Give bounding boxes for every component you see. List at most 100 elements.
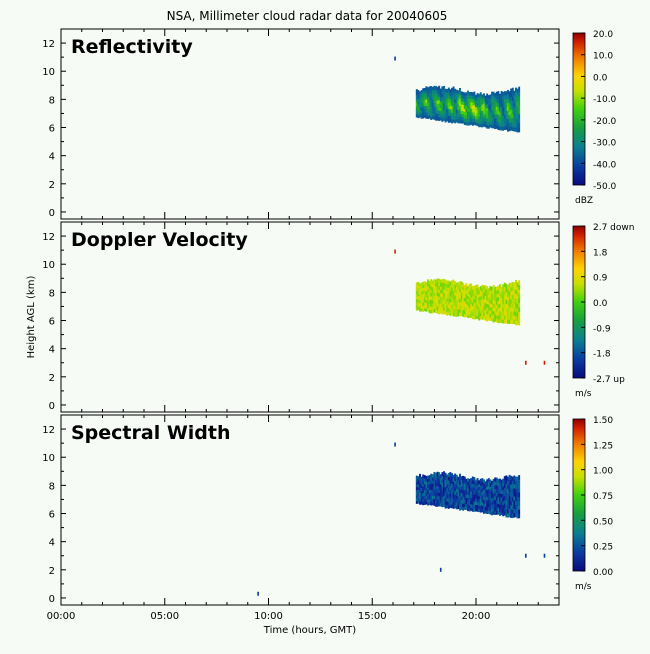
echo-cell xyxy=(454,480,457,485)
echo-cell xyxy=(435,103,437,107)
echo-cell xyxy=(435,309,437,314)
echo-cell xyxy=(447,290,450,295)
colorbar-tick-label: 0.25 xyxy=(593,543,613,553)
echo-cell xyxy=(511,480,514,486)
echo-cell xyxy=(457,109,460,114)
echo-cell xyxy=(502,497,505,502)
echo-cell xyxy=(505,95,508,100)
echo-cell xyxy=(511,513,514,519)
echo-cell xyxy=(511,484,514,490)
echo-cell xyxy=(502,292,505,297)
echo-cell xyxy=(420,282,423,286)
echo-cell xyxy=(495,510,498,515)
echo-cell xyxy=(467,481,469,486)
echo-cell xyxy=(484,503,487,508)
echo-cell xyxy=(443,474,445,479)
colorbar-tick-label: -20.0 xyxy=(593,117,617,127)
echo-cell xyxy=(499,489,501,494)
echo-cell xyxy=(483,312,485,317)
echo-cell xyxy=(415,287,418,292)
echo-cell xyxy=(510,117,513,123)
echo-cell xyxy=(508,474,511,480)
echo-cell xyxy=(436,478,439,483)
echo-cell xyxy=(417,298,420,302)
colorbar-tick-label: -1.8 xyxy=(593,350,611,360)
echo-cell xyxy=(515,96,517,102)
echo-cell xyxy=(467,114,469,119)
echo-cell xyxy=(436,100,439,104)
colorbar-tick-label: -0.9 xyxy=(593,324,611,334)
echo-cell xyxy=(484,299,487,304)
echo-cell xyxy=(471,500,474,505)
echo-cell xyxy=(483,96,485,101)
echo-cell xyxy=(438,103,441,108)
echo-cell xyxy=(462,286,465,290)
echo-cell xyxy=(483,295,485,300)
echo-cell xyxy=(465,105,468,110)
echo-cell xyxy=(492,91,495,96)
echo-cell xyxy=(419,91,421,95)
echo-cell xyxy=(460,288,463,293)
echo-cell xyxy=(441,89,444,94)
echo-cell xyxy=(417,92,420,96)
echo-cell xyxy=(473,305,476,310)
echo-cell xyxy=(476,301,479,306)
echo-cell xyxy=(428,284,431,288)
isolated-echo xyxy=(525,553,527,558)
echo-cell xyxy=(439,490,442,494)
echo-cell xyxy=(510,290,513,296)
echo-cell xyxy=(513,479,516,485)
echo-cell xyxy=(420,115,423,119)
echo-cell xyxy=(444,493,447,498)
echo-cell xyxy=(454,497,457,502)
echo-cell xyxy=(500,102,503,108)
echo-cell xyxy=(478,483,481,487)
echo-cell xyxy=(507,505,509,510)
echo-cell xyxy=(470,114,473,119)
echo-cell xyxy=(518,505,521,510)
echo-cell xyxy=(460,308,463,313)
echo-cell xyxy=(446,301,449,306)
echo-cell xyxy=(431,474,434,478)
echo-cell xyxy=(471,98,474,103)
echo-cell xyxy=(459,291,461,296)
echo-cell xyxy=(483,492,485,497)
echo-cell xyxy=(507,304,509,309)
echo-cell xyxy=(508,487,511,493)
colorbar-tick-label: -40.0 xyxy=(593,160,617,170)
echo-cell xyxy=(459,91,461,96)
echo-cell xyxy=(479,498,482,503)
echo-cell xyxy=(467,491,469,495)
echo-cell xyxy=(505,303,508,308)
echo-cell xyxy=(505,291,508,296)
echo-cell xyxy=(431,106,434,110)
echo-cell xyxy=(516,480,519,486)
echo-cell xyxy=(459,488,461,493)
echo-cell xyxy=(446,283,449,288)
echo-cell xyxy=(507,89,509,95)
echo-cell xyxy=(505,98,508,104)
echo-cell xyxy=(518,109,521,115)
echo-cell xyxy=(444,497,447,502)
echo-cell xyxy=(433,475,436,480)
echo-cell xyxy=(463,492,466,497)
echo-cell xyxy=(468,504,471,509)
colorbar: 1.501.251.000.750.500.250.00m/s xyxy=(572,416,613,592)
echo-cell xyxy=(457,505,460,510)
echo-cell xyxy=(423,88,426,92)
echo-cell xyxy=(518,289,521,295)
echo-cell xyxy=(463,486,466,491)
echo-cell xyxy=(417,492,420,496)
echo-cell xyxy=(443,299,445,304)
echo-cell xyxy=(459,491,461,497)
echo-cell xyxy=(467,90,469,95)
echo-cell xyxy=(463,102,466,106)
echo-cell xyxy=(478,313,481,318)
echo-cell xyxy=(476,294,479,299)
echo-cell xyxy=(423,281,426,285)
echo-cell xyxy=(419,106,421,110)
echo-cell xyxy=(516,509,519,515)
echo-cell xyxy=(483,503,485,507)
echo-cell xyxy=(475,112,477,117)
